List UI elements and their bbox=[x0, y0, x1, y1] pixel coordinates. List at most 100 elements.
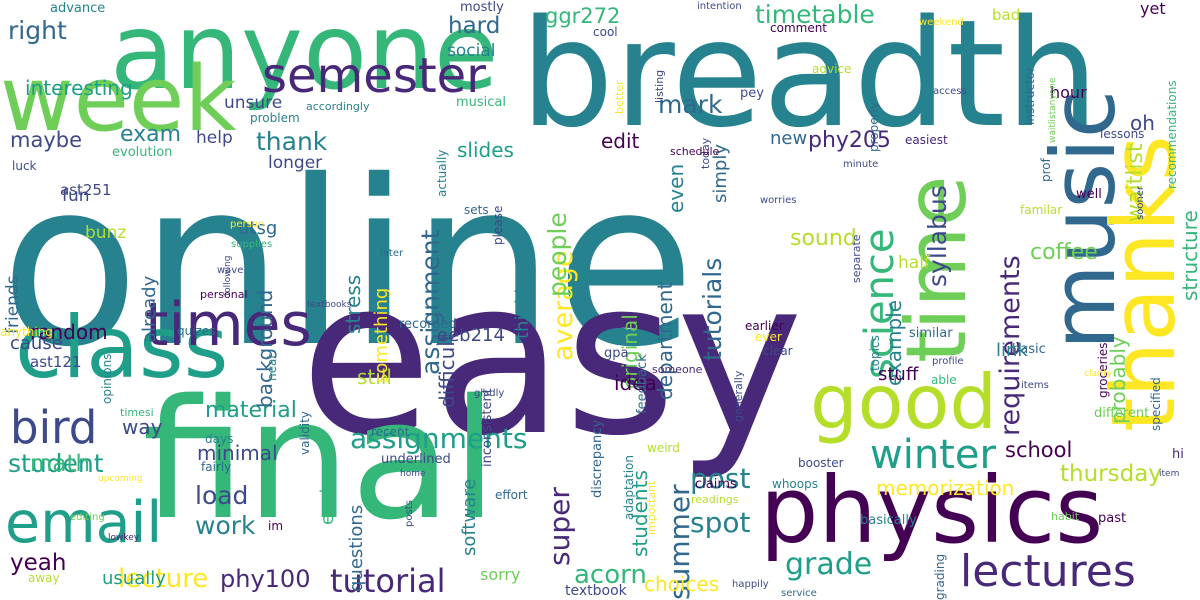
word-clarity: clarity bbox=[1084, 369, 1113, 379]
word-profile: profile bbox=[932, 356, 964, 367]
word-phy100: phy100 bbox=[220, 565, 311, 593]
word-thank: thank bbox=[256, 127, 328, 156]
word-similar: similar bbox=[909, 326, 953, 341]
word-semester: semester bbox=[262, 48, 486, 104]
word-utsg: utsg bbox=[238, 218, 278, 239]
word-clear: clear bbox=[763, 344, 793, 358]
word-ast251: ast251 bbox=[60, 181, 112, 199]
word-worries: worries bbox=[760, 195, 797, 206]
word-past: past bbox=[1098, 511, 1127, 526]
word-familar: familar bbox=[1020, 203, 1063, 217]
word-discrepancy: discrepancy bbox=[590, 419, 605, 498]
word-work: work bbox=[195, 511, 256, 540]
word-inconsistent: inconsistent bbox=[480, 388, 495, 467]
word-wave: wave bbox=[217, 265, 244, 276]
word-software: software bbox=[459, 478, 480, 556]
word-validity: validity bbox=[298, 411, 312, 455]
word-department: department bbox=[653, 281, 677, 400]
word-specified: specified bbox=[1149, 377, 1163, 431]
word-advance: advance bbox=[50, 1, 106, 16]
word-access: access bbox=[933, 86, 967, 97]
word-stuff: stuff bbox=[878, 364, 919, 385]
word-earlier: earlier bbox=[745, 319, 784, 333]
word-ever: ever bbox=[755, 330, 782, 344]
word-textbook: textbook bbox=[565, 583, 627, 599]
word-bad: bad bbox=[992, 6, 1021, 24]
word-days: days bbox=[205, 432, 234, 446]
word-recorded: recorded bbox=[399, 317, 457, 332]
word-topics: topics bbox=[868, 335, 882, 371]
word-already: already bbox=[139, 275, 160, 343]
word-usually: usually bbox=[102, 568, 166, 589]
word-final: final bbox=[142, 364, 498, 556]
word-posts: posts bbox=[404, 500, 415, 527]
word-thinking: thinking bbox=[512, 265, 533, 339]
word-bird: bird bbox=[10, 401, 98, 454]
word-grade: grade bbox=[785, 547, 873, 582]
word-fairly: fairly bbox=[201, 460, 232, 474]
word-booster: booster bbox=[798, 456, 844, 470]
word-personal: personal bbox=[200, 288, 248, 301]
word-upcoming: upcoming bbox=[98, 474, 143, 484]
word-weekend: weekend bbox=[919, 17, 964, 28]
word-items: items bbox=[1021, 380, 1049, 391]
word-physics: physics bbox=[760, 457, 1104, 564]
word-sound: sound bbox=[790, 226, 857, 251]
word-structure: structure bbox=[1178, 210, 1200, 301]
word-anyone: anyone bbox=[110, 0, 499, 113]
word-well: well bbox=[1076, 187, 1102, 202]
word-cool: cool bbox=[593, 25, 618, 39]
word-even: even bbox=[664, 163, 688, 213]
word-math: math bbox=[30, 451, 91, 477]
word-quizes: quizes bbox=[177, 324, 216, 338]
word-eeb214: eeb214 bbox=[437, 325, 505, 346]
word-exam: exam bbox=[120, 122, 182, 147]
word-home: home bbox=[400, 469, 426, 479]
word-pey: pey bbox=[740, 86, 764, 101]
word-easy: easy bbox=[300, 232, 804, 483]
word-schedule: schedule bbox=[670, 145, 720, 158]
word-phy205: phy205 bbox=[808, 128, 891, 153]
word-gpa: gpa bbox=[604, 346, 629, 361]
word-advice: advice bbox=[812, 62, 852, 76]
word-mostly: mostly bbox=[460, 0, 504, 15]
word-minimal: minimal bbox=[197, 441, 278, 465]
word-recent: recent bbox=[371, 425, 410, 439]
word-lowkey: lowkey bbox=[108, 533, 140, 543]
word-idea: idea bbox=[614, 371, 657, 395]
word-able: able bbox=[931, 373, 957, 387]
word-mark: mark bbox=[658, 90, 723, 119]
word-fun: fun bbox=[62, 186, 90, 206]
word-lecture: lecture bbox=[118, 564, 209, 594]
word-random: random bbox=[30, 320, 108, 344]
word-coffee: coffee bbox=[1030, 240, 1098, 265]
word-something: something bbox=[371, 287, 392, 383]
word-good: good bbox=[810, 358, 997, 446]
word-luck: luck bbox=[12, 159, 37, 173]
word-item: item bbox=[1159, 469, 1180, 479]
word-recommendations: recommendations bbox=[1165, 80, 1179, 189]
word-neat: neat bbox=[265, 353, 279, 381]
word-choices: choices bbox=[644, 572, 720, 596]
word-acorn: acorn bbox=[574, 560, 647, 590]
word-claims: claims bbox=[695, 477, 737, 492]
word-underlined: underlined bbox=[381, 452, 451, 467]
word-supplies: supplies bbox=[231, 239, 273, 250]
word-easiest: easiest bbox=[905, 133, 948, 147]
word-maybe: maybe bbox=[10, 128, 83, 152]
word-grading: grading bbox=[933, 553, 947, 600]
word-link: link bbox=[996, 340, 1028, 361]
word-minute: minute bbox=[843, 159, 879, 170]
word-adaptation: adaptation bbox=[622, 455, 636, 520]
word-habit: habit bbox=[1051, 510, 1080, 523]
word-prof: prof bbox=[1039, 158, 1053, 182]
word-textbooks: textbooks bbox=[307, 300, 352, 310]
word-social: social bbox=[447, 41, 496, 61]
word-gladly: gladly bbox=[474, 388, 505, 399]
word-hi: hi bbox=[1172, 447, 1184, 462]
word-background: background bbox=[253, 289, 277, 408]
word-opinions: opinions bbox=[100, 353, 114, 404]
word-bunz: bunz bbox=[85, 223, 127, 243]
word-editing: editing bbox=[70, 512, 105, 523]
